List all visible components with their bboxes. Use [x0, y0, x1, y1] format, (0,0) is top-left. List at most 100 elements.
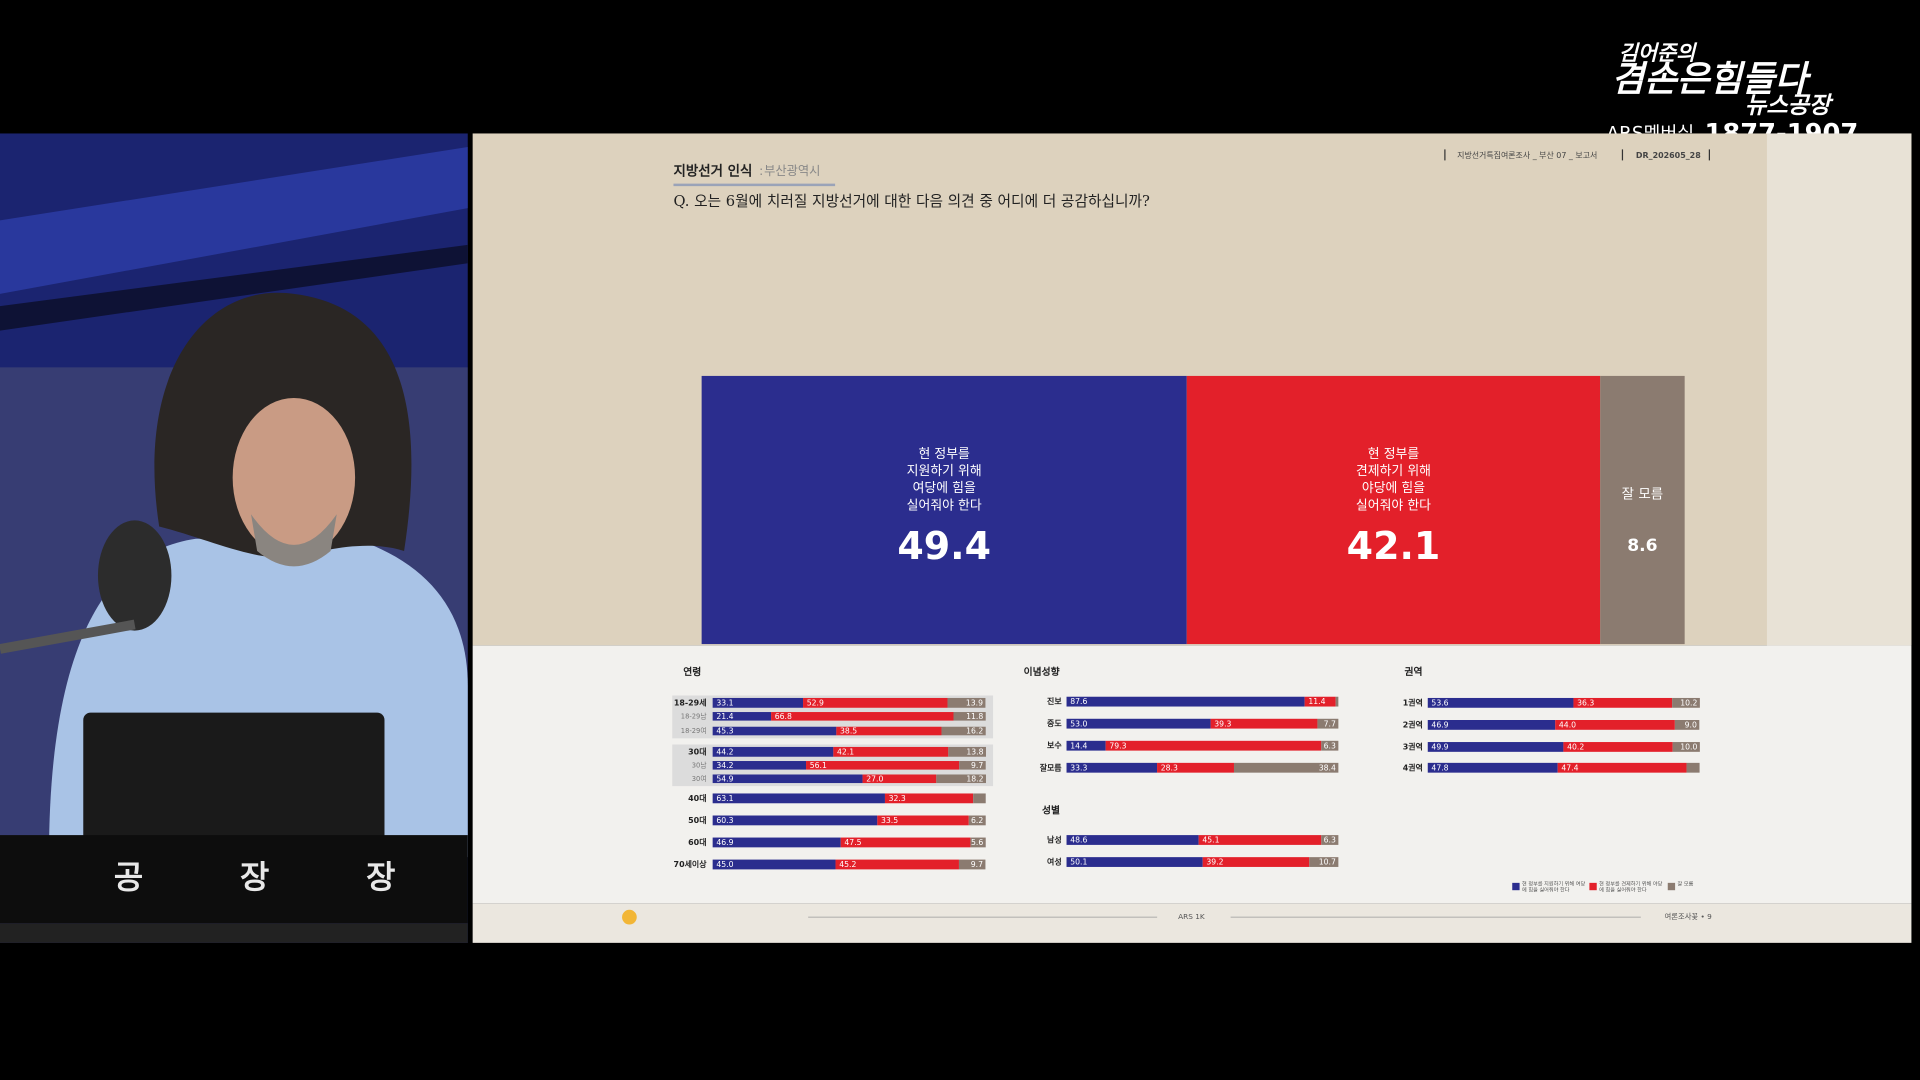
bar-segment [835, 859, 959, 870]
bar-segment [1427, 762, 1558, 773]
value-label: 13.8 [966, 747, 983, 756]
bar-segment [712, 746, 834, 757]
value-label: 11.8 [966, 712, 983, 721]
category-label: 30여 [692, 774, 707, 783]
value-label: 9.0 [1685, 721, 1697, 730]
value-label: 27.0 [866, 774, 883, 783]
category-label: 30대 [688, 746, 706, 756]
backdrop-stripe [0, 244, 468, 331]
value-label: 40.2 [1567, 743, 1584, 752]
value-label: 9.7 [971, 860, 983, 869]
segment-label-box: 잘 모름 [1621, 486, 1664, 503]
desk-char: 장 [240, 858, 269, 896]
bar-segment [1686, 762, 1700, 773]
bar-segment [1335, 696, 1339, 707]
value-label: 39.3 [1214, 719, 1231, 728]
bar-segment [948, 746, 986, 757]
value-label: 14.4 [1070, 741, 1087, 750]
value-label: 53.6 [1431, 698, 1448, 707]
chart-title: 성별 [1042, 804, 1060, 817]
bar-segment [1202, 857, 1310, 867]
desk-char: 공 [114, 858, 143, 896]
value-label: 54.9 [716, 774, 733, 783]
bar-segment [840, 837, 971, 848]
value-label: 28.3 [1161, 763, 1178, 772]
segment-label-box: 현 정부를 견제하기 위해 야당에 힘을 실어줘야 한다 [1356, 447, 1431, 513]
slide-code: DR_202605_28 [1636, 151, 1701, 160]
value-label: 6.2 [971, 816, 983, 825]
value-label: 56.1 [810, 761, 827, 770]
value-label: 52.9 [807, 698, 824, 707]
value-label: 45.2 [839, 860, 856, 869]
bar-segment [701, 375, 1187, 645]
bar-segment [712, 712, 772, 721]
value-label: 33.3 [1070, 763, 1087, 772]
value-label: 79.3 [1109, 741, 1126, 750]
legend-label-box: 현 정부를 견제하기 위해 야당에 힘을 실어줘야 한다 [1599, 880, 1663, 893]
value-label: 45.0 [716, 860, 733, 869]
bar-segment [1066, 762, 1158, 773]
bar-segment [1304, 696, 1336, 707]
microphone [97, 520, 172, 631]
bar-segment [803, 697, 948, 708]
segment-label: 잘 모름 [1621, 486, 1664, 503]
value-label: 18.2 [966, 774, 983, 783]
segment-label-box: 현 정부를 지원하기 위해 여당에 힘을 실어줘야 한다 [907, 447, 982, 513]
value-label: 33.5 [881, 816, 898, 825]
chart-title: 연령 [683, 666, 701, 678]
person-face [232, 397, 356, 558]
value-label: 50.1 [1070, 858, 1087, 867]
bar-segment [1573, 697, 1673, 708]
category-label: 18-29여 [681, 726, 707, 735]
value-label: 7.7 [1324, 719, 1336, 728]
value-label: 32.3 [889, 794, 906, 803]
slide-footer [472, 903, 1912, 943]
bar-segment [712, 726, 837, 736]
value-label: 46.9 [716, 838, 733, 847]
value-label: 16.2 [966, 727, 983, 736]
value-label: 60.3 [716, 816, 733, 825]
legend-label: 잘 모름 [1677, 880, 1694, 887]
bar-segment [1233, 762, 1339, 773]
value-label: 6.3 [1324, 836, 1336, 845]
bar-segment [947, 697, 986, 708]
value-label: 6.3 [1324, 741, 1336, 750]
value-label: 45.3 [716, 727, 733, 736]
category-label: 잘모름 [1040, 762, 1063, 772]
bar-segment [941, 726, 986, 736]
value-label: 48.6 [1070, 836, 1087, 845]
laptop [83, 712, 385, 848]
backdrop-stripe [0, 146, 468, 294]
legend-label: 현 정부를 견제하기 위해 야당에 힘을 실어줘야 한다 [1599, 880, 1663, 893]
bar-segment [712, 793, 885, 804]
bar-segment [1186, 375, 1601, 645]
bar-segment [1321, 835, 1339, 845]
slide-meta: 지방선거특집여론조사 _ 부산 07 _ 보고서 [1457, 150, 1597, 160]
bar-segment [1672, 742, 1700, 752]
value-label: 63.1 [716, 794, 733, 803]
value-label: 42.1 [837, 747, 854, 756]
bar-segment [771, 712, 954, 721]
slide-subtitle: 부산광역시 [764, 164, 820, 178]
footer-right: 여론조사꽃 • 9 [1664, 912, 1712, 921]
category-label: 중도 [1047, 719, 1062, 728]
bar-segment [959, 761, 986, 770]
bar-segment [1317, 718, 1339, 729]
bar-segment [712, 815, 878, 826]
logo-line: 뉴스공장 [1745, 92, 1834, 119]
bar-segment [968, 815, 986, 826]
legend-label: 현 정부를 지원하기 위해 여당에 힘을 실어줘야 한다 [1522, 880, 1586, 893]
bar-segment [970, 837, 986, 848]
value-label: 47.8 [1431, 763, 1448, 772]
mic-arm [0, 619, 136, 654]
category-label: 3권역 [1403, 741, 1423, 751]
bar-segment [1066, 857, 1203, 867]
value-label: 44.0 [1559, 721, 1576, 730]
category-label: 1권역 [1403, 697, 1423, 707]
slide-title-sep: : [759, 164, 763, 178]
bar-segment [884, 793, 974, 804]
bar-segment [862, 774, 937, 784]
